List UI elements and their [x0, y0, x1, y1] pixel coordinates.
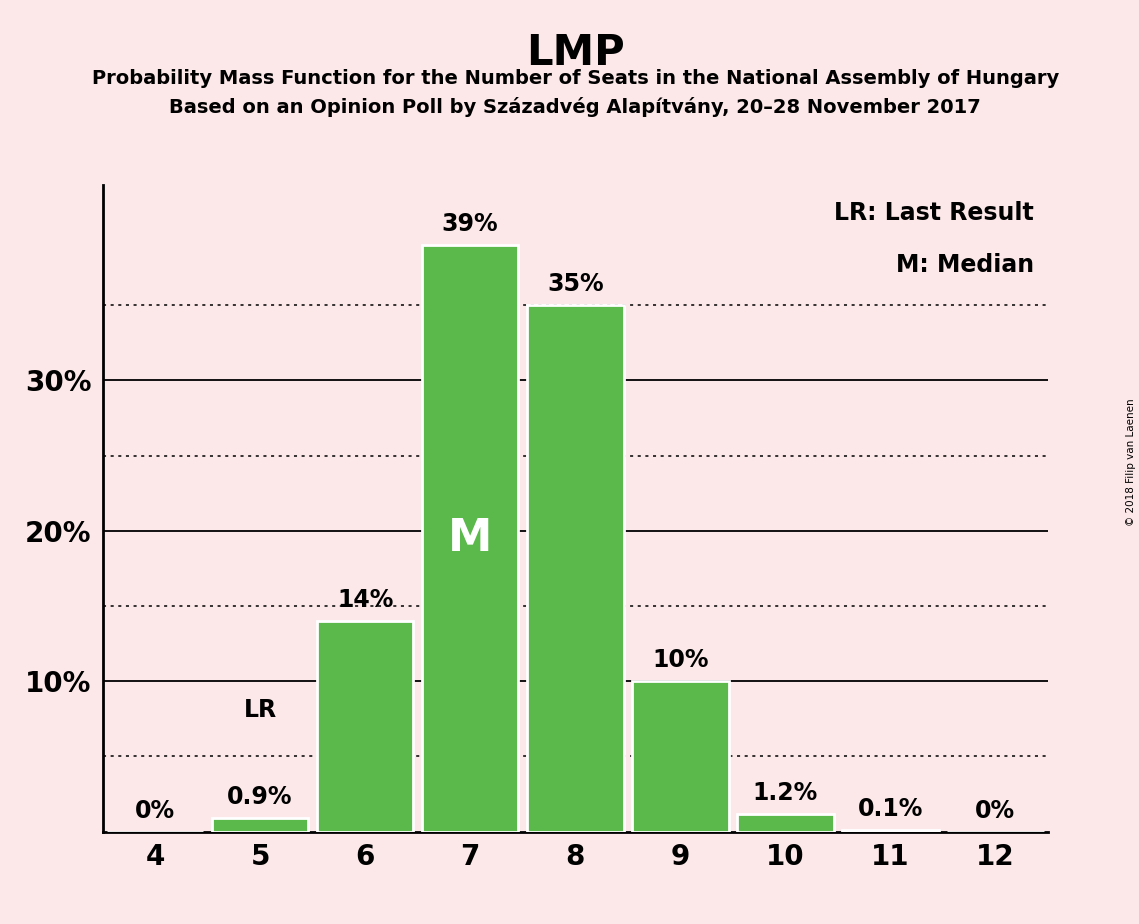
Text: 0%: 0%: [134, 798, 175, 822]
Text: M: M: [448, 517, 492, 560]
Text: LR: Last Result: LR: Last Result: [834, 201, 1034, 225]
Bar: [527, 305, 623, 832]
Text: Probability Mass Function for the Number of Seats in the National Assembly of Hu: Probability Mass Function for the Number…: [91, 69, 1059, 89]
Bar: [421, 245, 518, 832]
Text: 14%: 14%: [337, 588, 393, 612]
Bar: [842, 830, 939, 832]
Text: M: Median: M: Median: [895, 252, 1034, 276]
Text: 10%: 10%: [652, 648, 708, 672]
Text: LR: LR: [244, 698, 277, 722]
Bar: [737, 813, 834, 832]
Text: 35%: 35%: [547, 272, 604, 296]
Text: 0%: 0%: [975, 798, 1016, 822]
Text: 0.1%: 0.1%: [858, 797, 923, 821]
Bar: [212, 818, 309, 832]
Text: © 2018 Filip van Laenen: © 2018 Filip van Laenen: [1126, 398, 1136, 526]
Text: Based on an Opinion Poll by Századvég Alapítvány, 20–28 November 2017: Based on an Opinion Poll by Századvég Al…: [170, 97, 981, 117]
Text: 0.9%: 0.9%: [228, 785, 293, 809]
Text: 39%: 39%: [442, 212, 499, 236]
Bar: [317, 621, 413, 832]
Text: LMP: LMP: [526, 32, 624, 74]
Bar: [632, 681, 729, 832]
Text: 1.2%: 1.2%: [753, 781, 818, 805]
